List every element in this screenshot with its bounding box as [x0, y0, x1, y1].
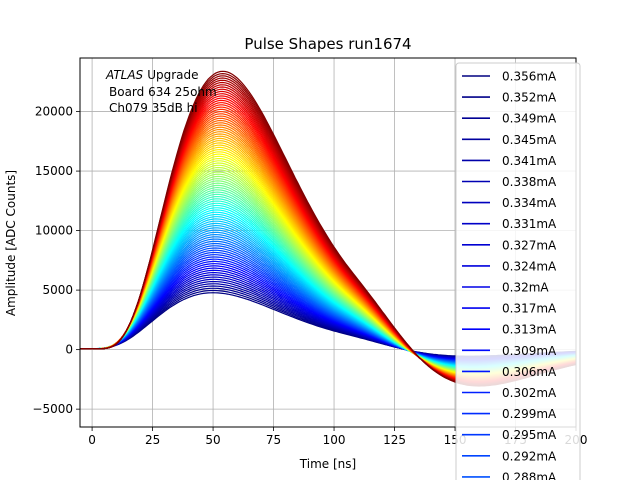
legend-label: 0.313mA	[502, 323, 557, 337]
x-tick-label: 125	[383, 433, 406, 447]
y-axis-label: Amplitude [ADC Counts]	[4, 170, 18, 316]
legend-label: 0.341mA	[502, 154, 557, 168]
channel-text: Ch079 35dB hi	[109, 101, 198, 115]
legend-label: 0.349mA	[502, 112, 557, 126]
legend-label: 0.324mA	[502, 259, 557, 273]
atlas-italic: ATLAS	[105, 68, 144, 82]
y-tick-label: 10000	[35, 224, 73, 238]
x-tick-label: 100	[323, 433, 346, 447]
y-tick-label: 20000	[35, 105, 73, 119]
legend-label: 0.352mA	[502, 91, 557, 105]
legend-label: 0.345mA	[502, 133, 557, 147]
x-tick-label: 50	[205, 433, 220, 447]
legend-label: 0.288mA	[502, 470, 557, 480]
legend-label: 0.32mA	[502, 281, 549, 295]
upgrade-text: Upgrade	[147, 68, 198, 82]
legend-label: 0.295mA	[502, 428, 557, 442]
legend-label: 0.334mA	[502, 196, 557, 210]
x-tick-label: 75	[266, 433, 281, 447]
legend-label: 0.338mA	[502, 175, 557, 189]
legend-label: 0.292mA	[502, 449, 557, 463]
y-tick-label: −5000	[32, 402, 73, 416]
legend-label: 0.302mA	[502, 386, 557, 400]
chart-title: Pulse Shapes run1674	[244, 35, 411, 53]
legend-label: 0.299mA	[502, 407, 557, 421]
atlas-label: ATLAS Upgrade	[105, 68, 199, 82]
legend-label: 0.356mA	[502, 70, 557, 84]
board-text: Board 634 25ohm	[109, 85, 217, 99]
atlas-annotation: ATLAS Upgrade Board 634 25ohm Ch079 35dB …	[105, 68, 217, 115]
y-tick-label: 5000	[42, 283, 73, 297]
x-tick-label: 25	[145, 433, 160, 447]
x-axis-label: Time [ns]	[299, 457, 356, 471]
legend-label: 0.331mA	[502, 217, 557, 231]
legend-box	[455, 62, 581, 480]
legend-label: 0.327mA	[502, 238, 557, 252]
legend-label: 0.309mA	[502, 344, 557, 358]
x-tick-label: 0	[88, 433, 96, 447]
legend-label: 0.317mA	[502, 302, 557, 316]
y-tick-label: 15000	[35, 164, 73, 178]
y-tick-label: 0	[65, 343, 73, 357]
legend: 0.356mA 0.352mA 0.349mA 0.345mA 0.341mA 0.338…	[455, 62, 581, 480]
legend-label: 0.306mA	[502, 365, 557, 379]
